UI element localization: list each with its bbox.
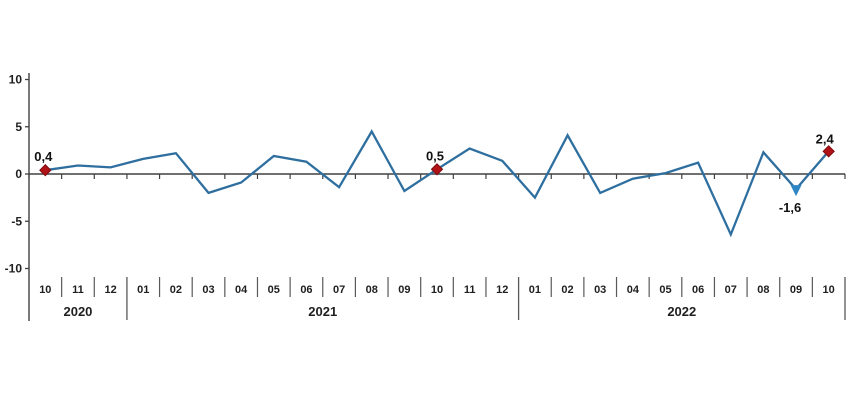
month-label: 09 <box>790 284 802 296</box>
month-label: 10 <box>823 284 835 296</box>
month-label: 08 <box>366 284 378 296</box>
data-point-label: 0,4 <box>34 149 53 164</box>
month-label: 03 <box>202 284 214 296</box>
y-tick-label: 10 <box>9 73 23 87</box>
y-tick-label: 0 <box>15 167 22 181</box>
month-label: 09 <box>398 284 410 296</box>
diamond-marker <box>822 145 835 158</box>
year-label: 2022 <box>667 304 696 319</box>
month-label: 01 <box>529 284 541 296</box>
triangle-down-marker <box>790 185 802 197</box>
month-label: 11 <box>464 284 476 296</box>
month-label: 07 <box>725 284 737 296</box>
y-tick-label: -5 <box>11 214 22 228</box>
year-label: 2020 <box>63 304 92 319</box>
month-label: 04 <box>627 284 640 296</box>
month-label: 11 <box>72 284 84 296</box>
series-line <box>45 129 830 238</box>
diamond-marker <box>39 164 52 177</box>
data-point-label: -1,6 <box>779 200 801 215</box>
month-label: 03 <box>594 284 606 296</box>
month-label: 07 <box>333 284 345 296</box>
data-point-label: 2,4 <box>816 131 835 146</box>
data-point-label: 0,5 <box>426 148 444 163</box>
month-label: 02 <box>170 284 182 296</box>
y-tick-label: -10 <box>5 262 23 276</box>
month-label: 02 <box>561 284 573 296</box>
month-label: 12 <box>496 284 508 296</box>
month-label: 05 <box>268 284 280 296</box>
month-label: 08 <box>757 284 769 296</box>
year-label: 2021 <box>308 304 337 319</box>
month-label: 12 <box>104 284 116 296</box>
month-label: 05 <box>659 284 671 296</box>
month-label: 04 <box>235 284 248 296</box>
month-label: 01 <box>137 284 149 296</box>
month-label: 10 <box>431 284 443 296</box>
month-label: 06 <box>300 284 312 296</box>
month-label: 06 <box>692 284 704 296</box>
y-tick-label: 5 <box>15 120 22 134</box>
diamond-marker <box>430 163 444 176</box>
month-label: 10 <box>39 284 51 296</box>
